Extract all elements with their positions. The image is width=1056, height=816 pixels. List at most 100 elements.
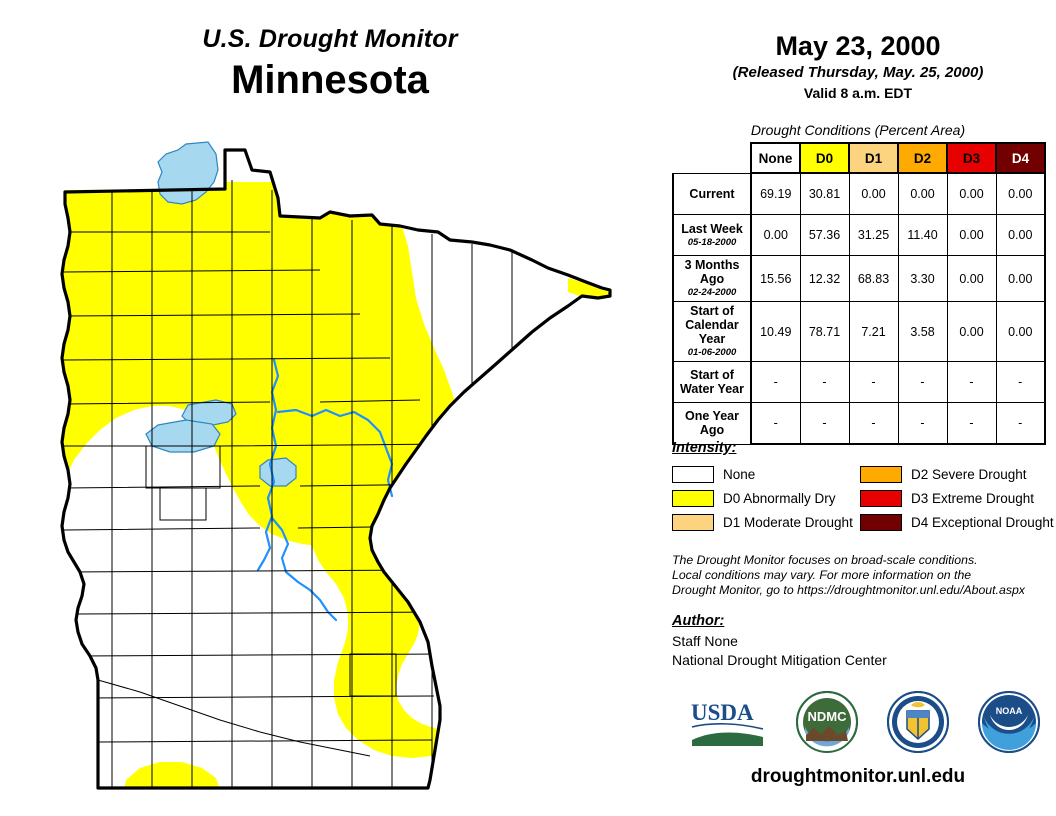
cell-lastweek-none: 0.00 (750, 214, 801, 256)
swatch-d3-icon (860, 489, 902, 507)
cell-wateryear-none: - (750, 361, 801, 403)
state-title: Minnesota (231, 58, 429, 102)
cell-oneyear-d4: - (995, 402, 1046, 445)
swatch-d2-icon (860, 465, 902, 483)
swatch-d4-icon (860, 513, 902, 531)
cell-current-d4: 0.00 (995, 172, 1046, 215)
cell-calyear-d4: 0.00 (995, 301, 1046, 362)
row-label-text: Start of Water Year (680, 368, 744, 396)
col-header-d0: D0 (799, 142, 850, 174)
cell-wateryear-d1: - (848, 361, 899, 403)
release-date: (Released Thursday, May. 25, 2000) (732, 64, 984, 81)
table-row: One Year Ago - - - - - - (672, 402, 1046, 445)
usda-seal-logo (886, 690, 949, 758)
table-row: Current 69.19 30.81 0.00 0.00 0.00 0.00 (672, 172, 1046, 215)
cell-calyear-none: 10.49 (750, 301, 801, 362)
date-block: May 23, 2000 (Released Thursday, May. 25… (660, 30, 1056, 103)
drought-conditions-table: None D0 D1 D2 D3 D4 Current 69.19 30.81 … (672, 142, 1046, 445)
row-label-start-water-year: Start of Water Year (672, 361, 752, 403)
disclaimer-line-2: Local conditions may vary. For more info… (672, 568, 972, 582)
report-date: May 23, 2000 (775, 31, 941, 61)
row-label-subdate: 01-06-2000 (687, 347, 737, 358)
legend-item-d1: D1 Moderate Drought (672, 510, 860, 534)
row-label-text: Last Week (681, 221, 743, 236)
col-header-d1: D1 (848, 142, 899, 174)
cell-lastweek-d0: 57.36 (799, 214, 850, 256)
svg-text:USDA: USDA (691, 700, 754, 725)
disclaimer-line-3: Drought Monitor, go to https://droughtmo… (672, 583, 1025, 597)
intensity-heading: Intensity: (672, 440, 737, 456)
state-outline (60, 148, 612, 790)
minnesota-drought-map[interactable] (20, 120, 660, 810)
drought-monitor-title: U.S. Drought Monitor (202, 25, 458, 53)
svg-text:NDMC: NDMC (807, 709, 847, 724)
disclaimer-line-1: The Drought Monitor focuses on broad-sca… (672, 553, 978, 567)
legend-item-none: None (672, 462, 860, 486)
author-heading: Author: (672, 613, 725, 629)
cell-3months-d0: 12.32 (799, 255, 850, 302)
noaa-logo: NOAA (977, 690, 1040, 758)
legend-item-d0: D0 Abnormally Dry (672, 486, 860, 510)
cell-lastweek-d1: 31.25 (848, 214, 899, 256)
author-name: Staff None (672, 633, 738, 649)
cell-current-d3: 0.00 (946, 172, 997, 215)
svg-text:NOAA: NOAA (995, 706, 1022, 716)
legend-item-d3: D3 Extreme Drought (860, 486, 1048, 510)
legend-label-none: None (723, 466, 756, 482)
cell-wateryear-d0: - (799, 361, 850, 403)
cell-3months-d4: 0.00 (995, 255, 1046, 302)
row-label-start-calendar-year: Start of Calendar Year 01-06-2000 (672, 301, 752, 362)
legend-item-d2: D2 Severe Drought (860, 462, 1048, 486)
row-label-last-week: Last Week 05-18-2000 (672, 214, 752, 256)
cell-oneyear-d1: - (848, 402, 899, 445)
row-label-text: Start of Calendar Year (685, 304, 739, 346)
row-label-subdate: 02-24-2000 (687, 287, 737, 298)
logos-row: USDA NDMC (674, 688, 1054, 765)
cell-oneyear-d3: - (946, 402, 997, 445)
cell-lastweek-d4: 0.00 (995, 214, 1046, 256)
row-label-text: 3 Months Ago (684, 258, 740, 286)
cell-3months-d3: 0.00 (946, 255, 997, 302)
cell-3months-d1: 68.83 (848, 255, 899, 302)
col-header-d2: D2 (897, 142, 948, 174)
cell-3months-none: 15.56 (750, 255, 801, 302)
row-label-3-months-ago: 3 Months Ago 02-24-2000 (672, 255, 752, 302)
col-header-d3: D3 (946, 142, 997, 174)
cell-calyear-d0: 78.71 (799, 301, 850, 362)
legend-item-d4: D4 Exceptional Drought (860, 510, 1054, 534)
cell-oneyear-none: - (750, 402, 801, 445)
map-title-block: U.S. Drought Monitor Minnesota (0, 24, 660, 104)
cell-current-d2: 0.00 (897, 172, 948, 215)
legend-label-d2: D2 Severe Drought (911, 466, 1027, 482)
row-label-subdate: 05-18-2000 (687, 236, 737, 248)
col-header-none: None (750, 142, 801, 174)
cell-calyear-d1: 7.21 (848, 301, 899, 362)
table-row: Start of Water Year - - - - - - (672, 361, 1046, 403)
table-corner-cell (673, 143, 751, 173)
row-label-text: One Year Ago (685, 409, 739, 438)
table-row: 3 Months Ago 02-24-2000 15.56 12.32 68.8… (672, 255, 1046, 302)
cell-lastweek-d3: 0.00 (946, 214, 997, 256)
col-header-d4: D4 (995, 142, 1046, 174)
table-row: Start of Calendar Year 01-06-2000 10.49 … (672, 301, 1046, 362)
cell-3months-d2: 3.30 (897, 255, 948, 302)
table-row: Last Week 05-18-2000 0.00 57.36 31.25 11… (672, 214, 1046, 256)
cell-oneyear-d2: - (897, 402, 948, 445)
legend-label-d1: D1 Moderate Drought (723, 514, 853, 530)
legend-label-d3: D3 Extreme Drought (911, 490, 1035, 506)
row-label-one-year-ago: One Year Ago (672, 402, 752, 445)
valid-time: Valid 8 a.m. EDT (803, 85, 913, 101)
cell-wateryear-d3: - (946, 361, 997, 403)
cell-wateryear-d2: - (897, 361, 948, 403)
data-panel: May 23, 2000 (Released Thursday, May. 25… (660, 0, 1056, 816)
swatch-d0-icon (672, 489, 714, 507)
ndmc-logo: NDMC (795, 690, 858, 765)
swatch-d1-icon (672, 513, 714, 531)
site-url[interactable]: droughtmonitor.unl.edu (750, 766, 966, 787)
swatch-none-icon (672, 465, 714, 483)
usda-logo: USDA (689, 696, 767, 753)
legend-label-d4: D4 Exceptional Drought (911, 514, 1054, 530)
author-organization: National Drought Mitigation Center (672, 652, 887, 668)
table-caption: Drought Conditions (Percent Area) (750, 122, 966, 138)
cell-wateryear-d4: - (995, 361, 1046, 403)
